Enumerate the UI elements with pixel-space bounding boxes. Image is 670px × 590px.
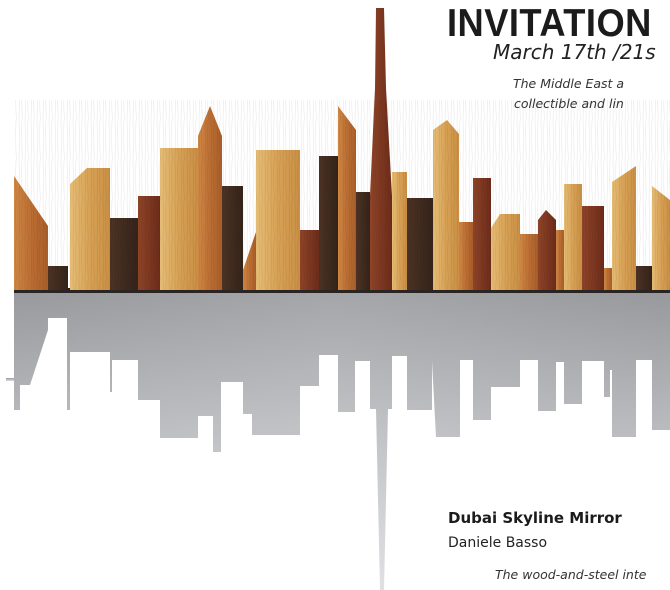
artist-name: Daniele Basso	[448, 535, 548, 551]
event-date: March 17th /21s	[493, 40, 656, 64]
wooden-skyline	[14, 8, 670, 290]
description-line: The Middle East a	[513, 76, 625, 91]
invitation-description: The Middle East a collectible and lin	[513, 74, 670, 114]
artwork-caption: The wood-and-steel inte	[495, 567, 647, 582]
description-line: collectible and lin	[514, 96, 624, 111]
steel-reflection	[0, 292, 670, 590]
invitation-title: INVITATION	[447, 2, 652, 45]
artwork-title: Dubai Skyline Mirror	[448, 509, 622, 527]
base-bar	[14, 288, 670, 293]
